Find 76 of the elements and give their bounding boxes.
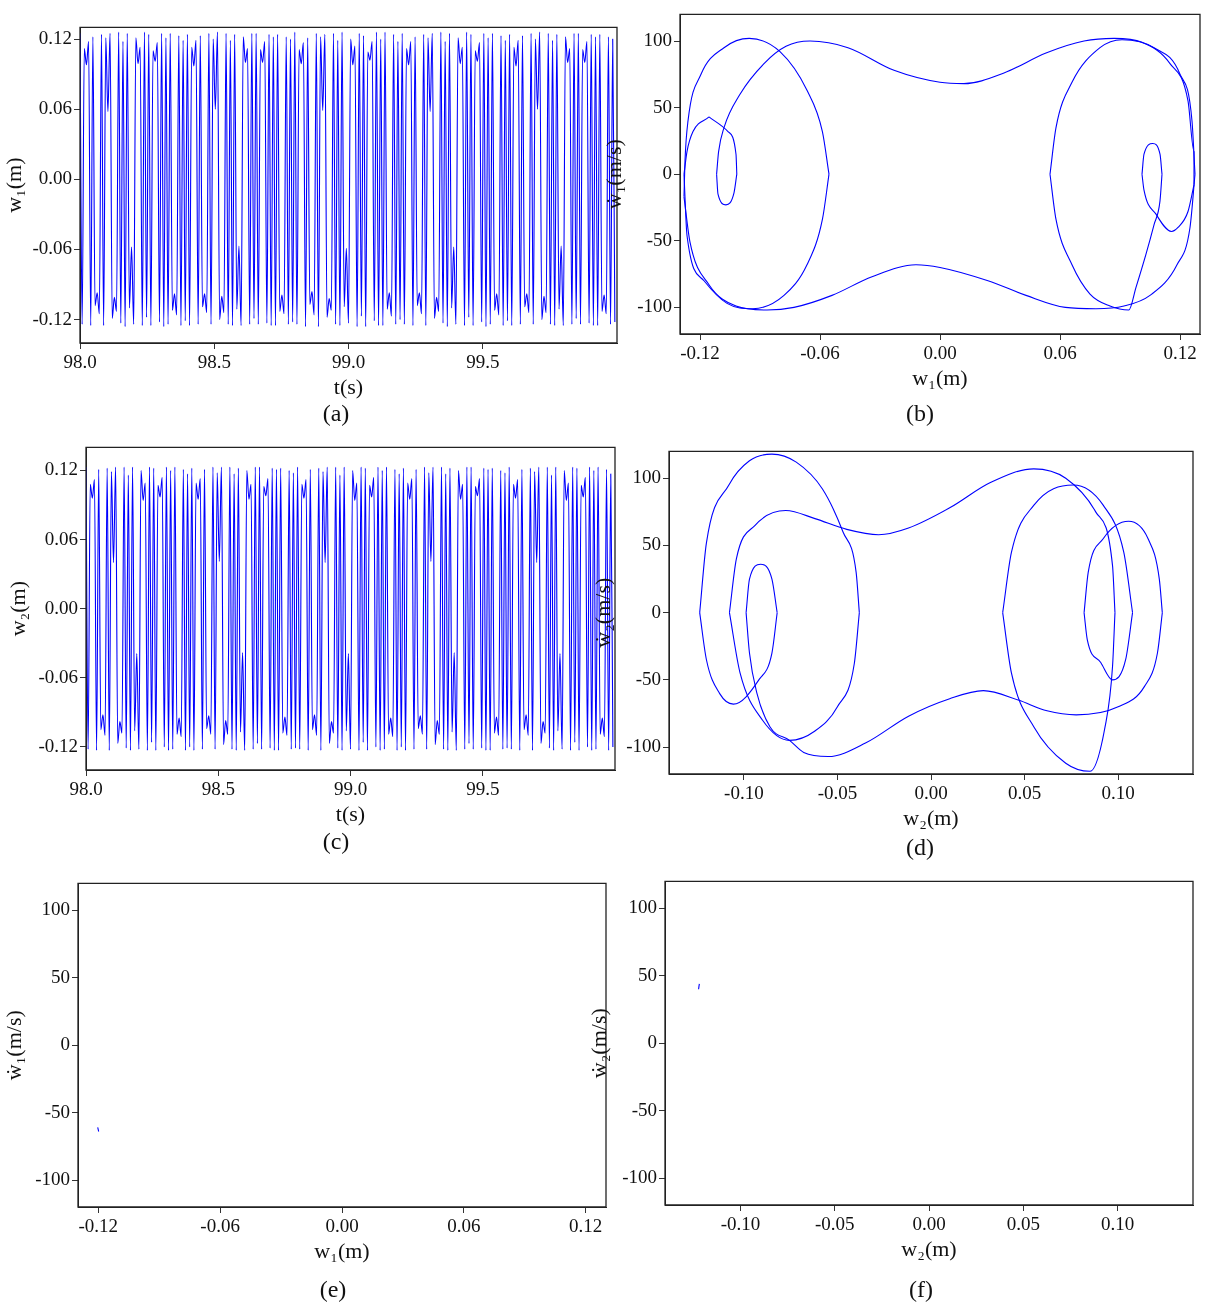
x-tick-label: 0.00 [923, 342, 957, 364]
y-tick-label: 50 [642, 533, 661, 555]
x-tick-label: 0.06 [447, 1215, 481, 1237]
x-tick-label: -0.12 [680, 342, 720, 364]
y-axis-title: w₁(m) [0, 157, 26, 213]
y-tick-label: 0 [60, 1033, 70, 1055]
y-tick-label: 0.12 [44, 458, 78, 480]
y-tick-label: 100 [628, 896, 657, 918]
x-tick-label: 0.00 [912, 1213, 946, 1235]
x-tick-label: 99.5 [466, 351, 500, 373]
x-tick-label: 99.0 [333, 778, 368, 800]
y-tick-label: -100 [626, 735, 661, 757]
x-tick-label: 0.05 [1006, 1213, 1040, 1235]
x-tick-label: 98.0 [63, 351, 97, 373]
x-axis-title: w₁(m) [314, 1237, 370, 1263]
y-tick-label: 0 [662, 162, 672, 184]
x-tick-label: -0.10 [720, 1213, 761, 1235]
x-tick-label: 0.00 [914, 782, 948, 804]
y-tick-label: 0.12 [38, 27, 72, 49]
text: (a) [321, 400, 351, 427]
y-axis-title: ẇ₁(m/s) [0, 1010, 26, 1081]
y-axis-title: w₂(m) [4, 581, 30, 637]
y-tick-label: 50 [638, 963, 657, 985]
x-tick-label: 0.00 [325, 1215, 359, 1237]
x-tick-label: -0.10 [724, 782, 764, 804]
x-tick-label: -0.05 [814, 1213, 855, 1235]
x-tick-label: 0.10 [1100, 1213, 1135, 1235]
y-tick-label: -0.06 [38, 665, 78, 687]
y-tick-label: -50 [635, 667, 661, 689]
x-tick-label: 99.0 [331, 351, 366, 373]
text: (f) [908, 1276, 934, 1303]
y-tick-label: 0.00 [44, 596, 78, 618]
y-tick-label: 0 [647, 1031, 657, 1053]
y-tick-label: 100 [41, 898, 70, 920]
x-tick-label: 0.05 [1007, 782, 1042, 804]
x-tick-label: -0.12 [78, 1215, 119, 1237]
text: (c) [321, 828, 351, 855]
y-tick-label: -100 [622, 1166, 657, 1188]
x-axis-title: w₁(m) [912, 364, 968, 390]
y-tick-label: 0.06 [38, 97, 72, 119]
y-tick-label: 0.06 [44, 527, 78, 549]
y-tick-label: 100 [643, 29, 672, 51]
x-tick-label: 99.5 [466, 778, 500, 800]
y-tick-label: -50 [631, 1098, 657, 1120]
y-tick-label: 100 [632, 466, 661, 488]
y-axis-title: ẇ₂(m/s) [585, 1008, 611, 1079]
text: (b) [905, 400, 935, 427]
y-axis-title: ẇ₁(m/s) [600, 139, 626, 210]
y-axis-title: ẇ₂(m/s) [589, 577, 615, 648]
x-tick-label: 98.0 [69, 778, 103, 800]
y-tick-label: -0.12 [38, 734, 78, 756]
y-tick-label: -100 [637, 295, 672, 317]
x-axis-title: t(s) [333, 373, 364, 399]
x-tick-label: -0.05 [817, 782, 858, 804]
y-tick-label: 50 [51, 965, 70, 987]
x-tick-label: 0.12 [1163, 342, 1197, 364]
y-tick-label: -100 [35, 1168, 70, 1190]
x-tick-label: 0.12 [569, 1215, 603, 1237]
y-tick-label: -50 [646, 228, 672, 250]
x-axis-title: t(s) [335, 800, 366, 826]
y-tick-label: 50 [653, 95, 672, 117]
y-tick-label: -0.06 [32, 237, 72, 259]
y-tick-label: 0 [651, 600, 661, 622]
y-tick-label: -50 [44, 1100, 70, 1122]
x-tick-label: 98.5 [201, 778, 235, 800]
text: (e) [318, 1276, 348, 1303]
x-axis-title: w₂(m) [901, 1235, 957, 1261]
x-tick-label: -0.06 [200, 1215, 240, 1237]
y-tick-label: -0.12 [32, 307, 72, 329]
text: (d) [905, 834, 935, 861]
x-axis-title: w₂(m) [903, 804, 959, 830]
x-tick-label: 98.5 [197, 351, 231, 373]
y-tick-label: 0.00 [38, 167, 72, 189]
x-tick-label: -0.06 [800, 342, 840, 364]
x-tick-label: 0.06 [1043, 342, 1077, 364]
x-tick-label: 0.10 [1101, 782, 1135, 804]
